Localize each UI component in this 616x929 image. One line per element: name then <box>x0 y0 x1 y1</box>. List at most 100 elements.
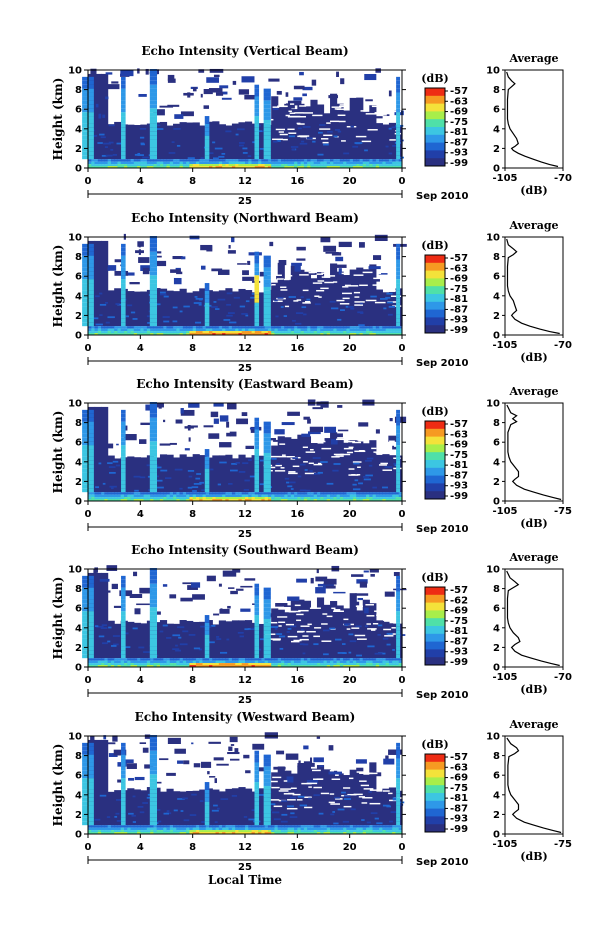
colorbar-tick-label: -81 <box>450 294 468 305</box>
heatmap-cell <box>204 634 210 639</box>
heatmap-cell <box>149 131 158 136</box>
heatmap-cell <box>203 89 213 95</box>
heatmap-cell <box>396 409 401 414</box>
heatmap-cell <box>352 166 357 168</box>
heatmap-cell <box>212 141 216 144</box>
heatmap-cell <box>263 626 271 631</box>
colorbar-swatch <box>425 491 445 500</box>
heatmap-cell <box>379 328 383 332</box>
heatmap-cell <box>155 124 161 127</box>
heatmap-cell <box>375 830 380 833</box>
heatmap-cell <box>254 147 260 152</box>
heatmap-cell <box>333 609 341 611</box>
heatmap-cell <box>121 638 126 643</box>
heatmap-cell <box>280 326 285 329</box>
heatmap-cell <box>297 127 302 130</box>
heatmap-cell <box>263 306 271 311</box>
heatmap-cell <box>159 331 164 334</box>
heatmap-cell <box>307 499 311 501</box>
heatmap-cell <box>195 328 200 332</box>
heatmap-cell <box>375 333 380 335</box>
heatmap-cell <box>390 295 402 297</box>
heatmap-cell <box>238 144 244 147</box>
heatmap-cell <box>97 142 103 144</box>
heatmap-cell <box>396 634 401 639</box>
heatmap-cell <box>296 299 302 301</box>
y-tick-label: 4 <box>75 790 82 801</box>
heatmap-cell <box>121 135 126 140</box>
heatmap-cell <box>349 494 354 498</box>
heatmap-cell <box>349 497 354 500</box>
heatmap-cell <box>238 497 243 500</box>
heatmap-cell <box>307 663 311 666</box>
average-x-tick-label: -70 <box>554 173 572 184</box>
heatmap-cell <box>97 328 102 332</box>
heatmap-cell <box>238 663 243 666</box>
heatmap-cell <box>299 71 304 76</box>
heatmap-cell <box>121 437 126 442</box>
heatmap-cell <box>375 497 380 500</box>
heatmap-cell <box>346 333 351 335</box>
heatmap-cell <box>339 658 344 661</box>
heatmap-cell <box>205 665 210 667</box>
heatmap-cell <box>396 472 401 477</box>
heatmap-cell <box>105 590 111 593</box>
heatmap-cell <box>169 594 177 599</box>
heatmap-cell <box>313 499 318 501</box>
colorbar-tick-label: -93 <box>450 481 468 492</box>
heatmap-cell <box>146 328 151 332</box>
heatmap-cell <box>290 830 295 833</box>
heatmap-cell <box>212 789 220 826</box>
y-tick-label: 2 <box>75 643 82 654</box>
heatmap-cell <box>175 644 178 647</box>
heatmap-cell <box>182 333 187 335</box>
heatmap-cell <box>330 159 334 162</box>
heatmap-cell <box>121 626 126 631</box>
heatmap-cell <box>173 333 177 335</box>
heatmap-cell <box>189 331 194 334</box>
heatmap-cell <box>271 494 275 498</box>
heatmap-cell <box>330 830 334 833</box>
heatmap-cell <box>120 328 125 332</box>
heatmap-cell <box>316 765 325 826</box>
heatmap-cell <box>388 497 393 500</box>
heatmap-cell <box>131 814 136 817</box>
heatmap-cell <box>186 790 194 826</box>
heatmap-cell <box>216 638 222 640</box>
heatmap-cell <box>135 250 144 254</box>
heatmap-cell <box>235 499 239 501</box>
heatmap-cell <box>388 492 393 495</box>
heatmap-cell <box>349 827 354 831</box>
heatmap-cell <box>379 832 383 834</box>
heatmap-cell <box>369 105 377 160</box>
heatmap-cell <box>120 663 125 666</box>
heatmap-cell <box>225 497 230 500</box>
heatmap-cell <box>159 665 164 667</box>
heatmap-cell <box>254 646 260 651</box>
heatmap-cell <box>396 599 401 604</box>
heatmap-cell <box>204 314 210 319</box>
heatmap-cell <box>173 128 181 130</box>
x-tick-label: 0 <box>85 176 92 187</box>
heatmap-cell <box>156 159 161 162</box>
colorbar-tick-label: -93 <box>450 814 468 825</box>
heatmap-cell <box>392 328 396 332</box>
heatmap-cell <box>382 637 389 640</box>
heatmap-cell <box>235 161 239 165</box>
heatmap-cell <box>160 469 168 472</box>
heatmap-cell <box>278 625 282 627</box>
heatmap-cell <box>254 161 259 165</box>
heatmap-cell <box>149 247 158 252</box>
heatmap-cell <box>94 660 99 664</box>
heatmap-cell <box>254 88 260 93</box>
heatmap-cell <box>137 827 141 831</box>
heatmap-cell <box>149 452 158 457</box>
heatmap-cell <box>333 161 338 165</box>
heatmap-cell <box>134 489 139 492</box>
heatmap-cell <box>294 322 302 325</box>
heatmap-cell <box>254 318 260 323</box>
heatmap-cell <box>386 292 393 295</box>
heatmap-cell <box>150 492 154 495</box>
heatmap-cell <box>124 759 134 764</box>
heatmap-cell <box>130 159 135 162</box>
